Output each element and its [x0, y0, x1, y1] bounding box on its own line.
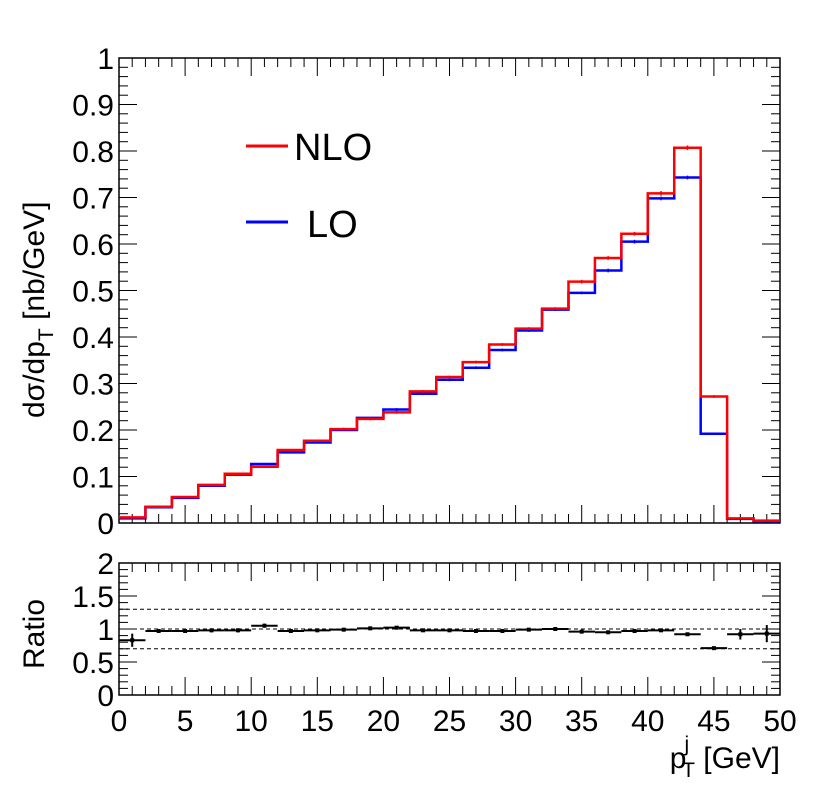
ratio-point-marker	[394, 625, 399, 630]
ratio-point-marker	[315, 628, 320, 633]
x-tick-label: 25	[433, 705, 466, 738]
ratio-point-marker	[130, 638, 135, 643]
ratio-y-tick-label: 0	[97, 680, 114, 713]
ratio-y-tick-label: 1.5	[72, 581, 114, 614]
ratio-point-marker	[421, 628, 426, 633]
x-tick-label: 5	[177, 705, 194, 738]
bottom-y-axis-title: Ratio	[18, 599, 51, 669]
x-tick-label: 35	[565, 705, 598, 738]
top-plot-frame	[118, 57, 781, 524]
ratio-y-tick-label: 2	[97, 548, 114, 581]
top-y-axis-title-main: dσ/dp	[18, 341, 51, 418]
x-axis-title-sub: T	[682, 759, 695, 782]
y-tick-label: 0.2	[72, 415, 114, 448]
y-tick-label: 1	[97, 43, 114, 76]
x-tick-label: 40	[631, 705, 664, 738]
ratio-point-marker	[447, 628, 452, 633]
ratio-point-marker	[632, 628, 637, 633]
y-tick-label: 0.5	[72, 276, 114, 309]
x-tick-label: 45	[697, 705, 730, 738]
ratio-y-tick-label: 0.5	[72, 647, 114, 680]
x-tick-label: 50	[763, 705, 796, 738]
x-tick-label: 15	[301, 705, 334, 738]
y-tick-label: 0.9	[72, 90, 114, 123]
ratio-point-marker	[473, 628, 478, 633]
top-y-ticks: 0 0.1 0.2 0.3 0.4 0.5 0.6 0.7 0.8 0.9 1	[72, 43, 780, 541]
x-tick-label: 30	[499, 705, 532, 738]
bottom-panel: 00.511.52 0 5 10 15 20 25 30 35 40 45 50 Ratio pj T…	[18, 548, 797, 782]
series-nlo-line	[119, 146, 780, 522]
y-tick-label: 0.1	[72, 462, 114, 495]
bottom-x-ticks: 0 5 10 15 20 25 30 35 40 45 50	[111, 705, 797, 738]
y-tick-label: 0	[97, 508, 114, 541]
legend: NLO LO	[246, 127, 372, 246]
ratio-point-marker	[183, 628, 188, 633]
top-histograms	[119, 145, 780, 523]
x-tick-label: 0	[111, 705, 128, 738]
ratio-point-marker	[685, 632, 690, 637]
y-tick-label: 0.7	[72, 183, 114, 216]
ratio-point-marker	[606, 630, 611, 635]
ratio-point-marker	[764, 631, 769, 636]
y-tick-label: 0.6	[72, 229, 114, 262]
series-lo-line	[119, 176, 780, 523]
ratio-point-marker	[500, 628, 505, 633]
ratio-point-marker	[156, 628, 161, 633]
y-tick-label: 0.8	[72, 136, 114, 169]
x-axis-title-sup: j	[683, 733, 689, 756]
ratio-point-marker	[579, 629, 584, 634]
ratio-point-marker	[711, 646, 716, 651]
ratio-points	[119, 623, 780, 651]
top-y-axis-title-unit: [nb/GeV]	[18, 202, 51, 329]
top-y-axis-title: dσ/dpT [nb/GeV]	[18, 202, 58, 418]
y-tick-label: 0.4	[72, 322, 114, 355]
legend-nlo-label: NLO	[294, 127, 372, 169]
ratio-point-marker	[341, 627, 346, 632]
bottom-y-ticks: 00.511.52	[72, 548, 780, 713]
ratio-point-marker	[659, 628, 664, 633]
top-x-minor-ticks	[118, 58, 781, 523]
ratio-y-tick-label: 1	[97, 614, 114, 647]
y-tick-label: 0.3	[72, 369, 114, 402]
ratio-point-marker	[209, 628, 214, 633]
ratio-point-marker	[262, 623, 267, 628]
x-tick-label: 20	[367, 705, 400, 738]
ratio-point-marker	[738, 632, 743, 637]
bottom-x-minor-ticks	[118, 563, 781, 695]
ratio-point-marker	[368, 626, 373, 631]
ratio-point-marker	[526, 627, 531, 632]
x-tick-label: 10	[235, 705, 268, 738]
ratio-point-marker	[288, 628, 293, 633]
ratio-point-marker	[553, 627, 558, 631]
x-axis-title: pj T [GeV]	[670, 733, 780, 782]
ratio-point-marker	[235, 628, 240, 633]
legend-lo-label: LO	[307, 204, 358, 246]
x-axis-title-main: p	[670, 742, 687, 775]
top-panel: 0 0.1 0.2 0.3 0.4 0.5 0.6 0.7 0.8 0.9 1 NLO LO dσ/…	[18, 43, 781, 541]
x-axis-title-unit: [GeV]	[695, 742, 780, 775]
top-y-axis-title-sub: T	[35, 328, 58, 341]
